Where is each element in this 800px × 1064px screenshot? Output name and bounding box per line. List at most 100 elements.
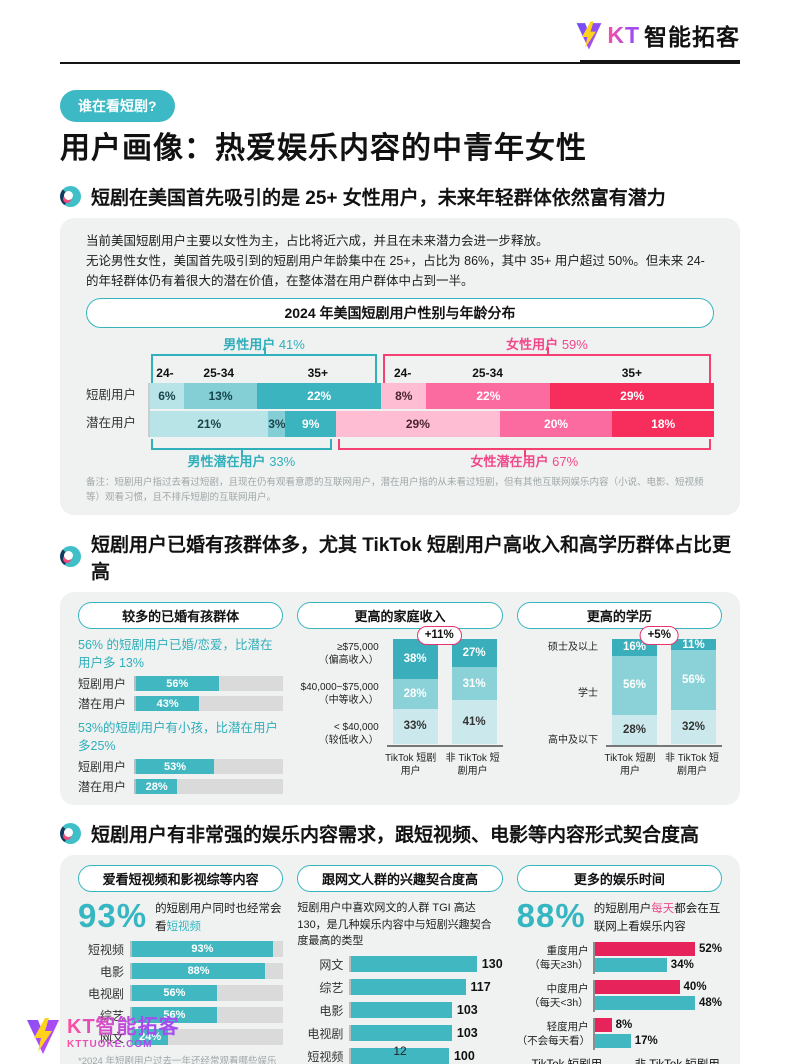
panel-title-pill: 爱看短视频和影视综等内容 [78, 865, 284, 893]
panel-title-pill: 跟网文人群的兴趣契合度高 [297, 865, 503, 893]
bar-value: 40% [683, 980, 707, 993]
age-label: 25-34 [203, 366, 235, 381]
bar-segment: 9% [285, 411, 337, 438]
bar-label: 短视频 [307, 1049, 344, 1064]
gender-age-chart: 短剧用户 潜在用户 男性用户 41% 女性用户 59% 24- [86, 334, 714, 471]
bar-track: 53% [134, 759, 284, 775]
column-segment: 28% [392, 679, 438, 709]
bar-label: 电影 [99, 964, 124, 979]
bar-fill: 56% [132, 1007, 217, 1024]
bar-row: 电视剧 56% [78, 985, 284, 1002]
bar-row: 短剧用户 53% [78, 758, 284, 775]
bar-fill: 53% [136, 759, 215, 775]
bar-value: 103 [456, 1003, 478, 1018]
stat-text: 56% 的短剧用户已婚/恋爱，比潜在用户多 13% [78, 637, 273, 670]
page-header: KT 智能拓客 [0, 0, 800, 64]
age-label: 35+ [621, 366, 643, 381]
bar-fill: 43% [136, 696, 200, 711]
education-stacked-columns: 硕士及以上 学士 高中及以下 +5% 16% 56% 28% 11% [517, 625, 722, 749]
bar-fill: 56% [132, 985, 217, 1002]
section1-paragraph1: 当前美国短剧用户主要以女性为主，占比将近六成，并且在未来潜力会进一步释放。 [86, 233, 549, 248]
bar-segment: 22% [257, 383, 382, 410]
section3-title: 短剧用户有非常强的娱乐内容需求，跟短视频、电影等内容形式契合度高 [91, 825, 700, 847]
bar-track: 56% [130, 1007, 284, 1024]
footer-brand: KT智能拓客 [67, 1016, 180, 1038]
columns-area: +5% 16% 56% 28% 11% 56% 32% [605, 625, 722, 747]
top-brackets [148, 347, 714, 384]
column-name: TikTok 短剧用户 [604, 752, 656, 777]
bar-value: 17% [634, 1034, 658, 1047]
delta-badge: +5% [639, 625, 679, 645]
bar-row: 综艺 56% [78, 1007, 284, 1024]
bar-row-short-drama-users: 6% 13% 22% 8% 22% 29% [150, 383, 714, 410]
bar-label: 短剧用户 [78, 760, 127, 775]
bar-fill [351, 956, 477, 973]
bar-label: 综艺 [78, 1007, 130, 1024]
bar-segment: 22% [426, 383, 551, 410]
lightning-bolt-icon [27, 1018, 59, 1054]
bar-segment: 29% [336, 411, 500, 438]
education-row-labels: 硕士及以上 学士 高中及以下 [517, 639, 598, 749]
bar-fill [351, 1002, 452, 1019]
column-segment: 32% [670, 709, 716, 744]
education-label: 学士 [577, 688, 598, 700]
footer-domain: KTTUOKE.COM [67, 1039, 180, 1051]
tiktok-bar [594, 1017, 612, 1032]
legend-item: TikTok 短剧用户 [517, 1056, 606, 1064]
non-tiktok-bar [594, 957, 667, 972]
bar-value: 34% [670, 958, 694, 971]
page-footer: KT智能拓客 KTTUOKE.COM 12 [0, 1002, 800, 1064]
columns-area: +11% 38% 28% 33% 27% 31% 41% [386, 625, 503, 747]
column-segment: 11% [670, 638, 716, 651]
page-title: 用户画像：热爱娱乐内容的中青年女性 [60, 132, 587, 165]
education-label: 硕士及以上 [547, 641, 598, 653]
bar-value: 48% [698, 996, 722, 1009]
bar-row: 网文 24% [78, 1029, 284, 1046]
bar-row: 短视频 93% [78, 941, 284, 958]
bar-group: 中度用户 （每天<3h） 40% 48% [517, 979, 722, 1012]
bar-segment: 20% [499, 411, 613, 438]
section3-card: 爱看短视频和影视综等内容 93% 的短剧用户同时也经常会看短视频 短视频 93%… [60, 855, 740, 1064]
bar-segment: 18% [612, 411, 714, 438]
non-tiktok-bar [594, 1033, 631, 1048]
column-name: 非 TikTok 短剧用户 [664, 752, 720, 777]
non-tiktok-column: 11% 56% 32% [670, 638, 716, 745]
bar-fill: 88% [132, 963, 266, 980]
male-potential-bracket [151, 439, 332, 458]
big-desc: 的短剧用户同时也经常会看短视频 [155, 903, 282, 933]
female-potential-bracket [337, 439, 711, 458]
bar-label: 电视剧 [307, 1026, 344, 1041]
time-panel: 更多的娱乐时间 88% 的短剧用户每天都会在互联网上看娱乐内容 重度用户 （每天≥… [516, 865, 722, 1064]
tiktok-bar [594, 941, 695, 956]
bar-segment: 29% [550, 383, 714, 410]
bar-track: 93% [130, 941, 284, 958]
section2-title: 短剧用户已婚有孩群体多，尤其 TikTok 短剧用户高收入和高学历群体占比更高 [91, 534, 732, 583]
age-labels-row: 24- 25-34 35+ 24- 25-34 35+ [148, 366, 714, 383]
content-panel: 爱看短视频和影视综等内容 93% 的短剧用户同时也经常会看短视频 短视频 93%… [78, 865, 284, 1064]
header-divider [60, 60, 740, 64]
legend: TikTok 短剧用户 非 TikTok 短剧用户 [517, 1056, 722, 1064]
column-segment: 56% [611, 655, 657, 716]
bar-segment: 8% [381, 383, 427, 410]
non-tiktok-column: 27% 31% 41% [451, 638, 497, 745]
chart-title-pill: 2024 年美国短剧用户性别与年龄分布 [86, 298, 714, 329]
column-segment: 38% [392, 638, 438, 680]
group-label: 重度用户 （每天≥3h） [529, 944, 589, 971]
income-label: ≥$75,000 （偏高收入） [318, 641, 379, 666]
income-label: < $40,000 （较低收入） [318, 721, 379, 746]
tiktok-column: 16% 56% 28% [611, 638, 657, 745]
education-label: 高中及以下 [547, 734, 598, 746]
bar-fill [351, 979, 466, 996]
column-name: 非 TikTok 短剧用户 [445, 752, 500, 777]
bottom-brackets [148, 439, 714, 458]
bar-value: 117 [470, 980, 491, 995]
bar-row: 网文 130 [297, 956, 503, 973]
row-label: 短剧用户 [86, 388, 137, 403]
column-segment: 31% [451, 667, 497, 701]
gender-labels-row: 男性用户 41% 女性用户 59% [148, 334, 714, 354]
panel-title-pill: 较多的已婚有孩群体 [78, 601, 284, 629]
lightning-bolt-icon [576, 21, 602, 49]
divider-thin-line [60, 62, 580, 64]
marriage-panel: 较多的已婚有孩群体 56% 的短剧用户已婚/恋爱，比潜在用户多 13% 短剧用户… [78, 601, 284, 796]
potential-labels-row: 男性潜在用户 33% 女性潜在用户 67% [148, 451, 714, 471]
